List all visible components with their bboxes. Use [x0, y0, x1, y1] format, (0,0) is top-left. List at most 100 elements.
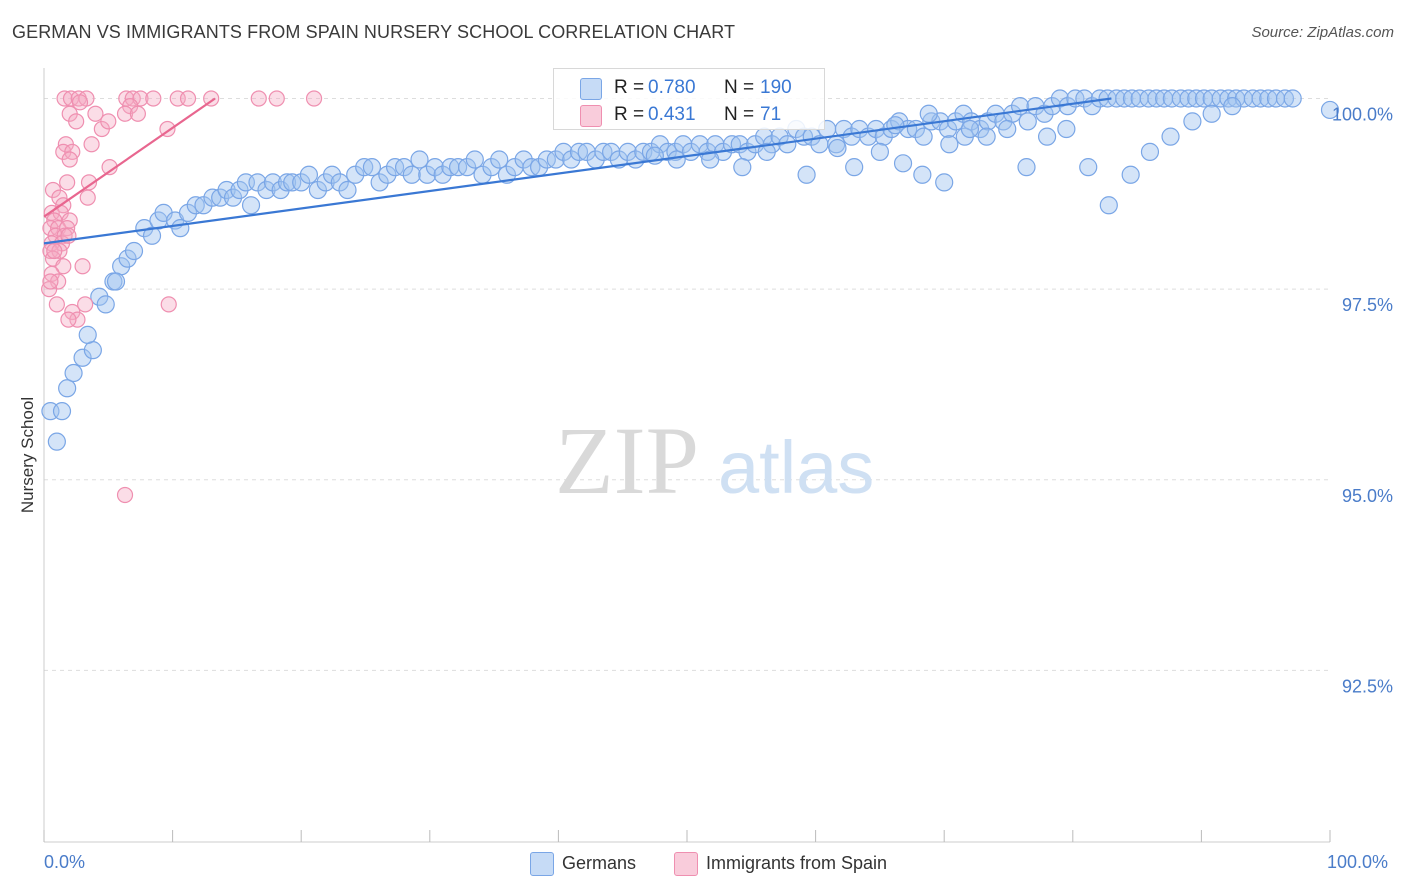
german-point [690, 135, 709, 154]
german-point [292, 173, 311, 192]
spain-point [268, 90, 285, 107]
german-point [634, 142, 653, 161]
german-point [913, 165, 932, 184]
german-point [203, 188, 222, 207]
german-point [667, 150, 686, 169]
legend-r-label: R = [614, 77, 645, 98]
chart-title: GERMAN VS IMMIGRANTS FROM SPAIN NURSERY … [12, 22, 736, 42]
x-tick-max: 100.0% [1327, 852, 1389, 872]
german-point [874, 127, 893, 146]
german-point [263, 173, 283, 192]
german-point [257, 180, 276, 200]
german-point [338, 180, 357, 200]
correlation-legend: R = 0.780 N = 190 R = 0.431 N = 71 [553, 68, 825, 130]
source-credit: Source: ZipAtlas.com [1251, 24, 1394, 41]
legend-n-value: 71 [760, 104, 782, 125]
spain-point [61, 151, 78, 168]
german-point [1057, 119, 1076, 139]
y-tick-label: 92.5% [1342, 676, 1393, 696]
german-point [425, 158, 445, 177]
german-point [845, 158, 864, 177]
y-tick-label: 100.0% [1332, 105, 1393, 125]
german-point [1050, 89, 1070, 108]
german-point [893, 154, 913, 173]
german-point [402, 165, 421, 184]
german-point [465, 150, 484, 169]
german-point [998, 119, 1017, 139]
german-point [594, 142, 613, 161]
german-point [1275, 89, 1295, 108]
german-point [316, 173, 335, 192]
german-point [64, 363, 83, 383]
legend-swatch-pink [580, 105, 602, 127]
german-point [919, 104, 938, 123]
spain-point [116, 486, 134, 504]
german-point [322, 165, 342, 184]
y-axis-label: Nursery School [18, 396, 37, 514]
spain-point [250, 90, 267, 107]
german-point [1187, 89, 1206, 108]
german-point [650, 135, 670, 154]
german-point [1243, 89, 1262, 108]
german-point [1099, 196, 1118, 215]
spain-point [68, 113, 85, 130]
german-point [217, 180, 236, 200]
german-point [977, 127, 996, 146]
spain-point [179, 90, 197, 107]
legend-r-label: R = [614, 104, 645, 125]
german-point [1017, 158, 1036, 177]
spain-point [160, 296, 177, 313]
german-point [211, 188, 230, 207]
german-point [569, 142, 589, 161]
german-point [1147, 89, 1166, 108]
german-point [1223, 97, 1242, 116]
legend-r-value: 0.780 [648, 77, 696, 98]
german-point [186, 196, 205, 215]
german-point [171, 219, 190, 238]
spain-point [145, 90, 162, 107]
german-point [1079, 158, 1098, 177]
german-point [733, 158, 752, 177]
german-point [410, 150, 429, 169]
german-point [562, 150, 581, 169]
german-point [914, 127, 933, 146]
german-point [1140, 142, 1160, 161]
german-point [83, 341, 102, 360]
bottom-legend-label: Immigrants from Spain [706, 853, 888, 873]
german-point [1171, 89, 1190, 108]
german-point [370, 173, 389, 192]
spain-point [60, 311, 77, 328]
spain-point [116, 105, 134, 122]
german-point [757, 142, 776, 161]
spain-point [42, 273, 59, 290]
german-point [490, 150, 509, 169]
german-point [106, 272, 126, 291]
german-trend-line [43, 97, 1112, 245]
german-point [1283, 89, 1302, 108]
german-point [178, 203, 198, 222]
spain-trend-line [43, 97, 216, 218]
legend-n-value: 190 [760, 77, 792, 98]
german-point [870, 142, 890, 161]
spain-point [56, 90, 73, 107]
german-point [241, 196, 261, 215]
german-point [1320, 100, 1340, 120]
german-point [433, 165, 452, 184]
german-point [940, 135, 959, 154]
spain-point [129, 105, 146, 122]
german-point [1179, 89, 1198, 108]
german-point [1037, 127, 1057, 146]
y-tick-label: 97.5% [1342, 295, 1393, 315]
german-point [1251, 89, 1270, 108]
spain-point [71, 94, 89, 111]
german-point [394, 158, 414, 177]
german-point [378, 165, 397, 184]
watermark-zip: ZIP [555, 407, 699, 514]
german-point [47, 432, 66, 451]
german-point [118, 249, 137, 268]
legend-n-label: N = [724, 104, 755, 125]
y-tick-labels: 100.0% 97.5% 95.0% 92.5% [1332, 105, 1393, 697]
german-point [797, 165, 816, 184]
german-point [299, 165, 319, 184]
